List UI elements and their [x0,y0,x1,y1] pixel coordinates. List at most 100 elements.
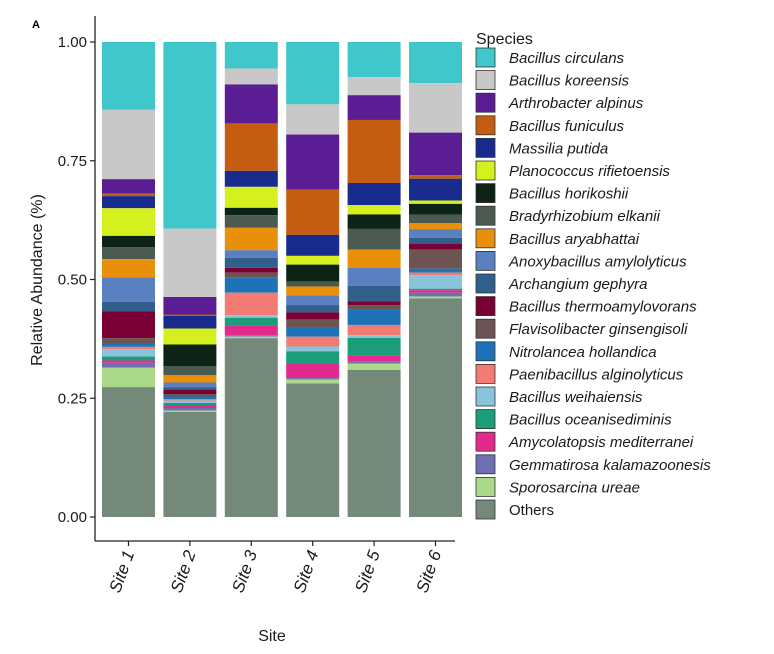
bar-segment [163,42,217,229]
bar-segment [286,319,340,327]
bar-segment [224,186,278,208]
legend-swatch [475,499,496,520]
bar-segment [102,311,155,339]
bar-segment [347,182,401,206]
legend-swatch [475,160,496,181]
bar-segment [163,403,217,406]
legend-label: Massilia putida [509,140,608,157]
bar-segment [163,382,217,388]
legend-swatch [475,409,496,430]
legend-label: Paenibacillus alginolyticus [509,366,684,383]
bar-segment [224,317,278,326]
bar-segment [347,285,401,302]
legend-swatch [475,431,496,452]
legend-swatch [475,47,496,68]
bar-segment [224,315,278,318]
bar-segment [347,335,401,338]
bar-segment [409,223,462,230]
bar-segment [347,77,401,96]
legend-label: Others [509,502,554,519]
bar-segment [286,379,340,384]
bar-segment [224,215,278,228]
bar-segment [347,363,401,370]
legend-label: Bacillus oceanisediminis [509,412,672,429]
bar-segment [163,387,217,390]
bar-segment [347,355,401,362]
bar-segment [347,301,401,306]
bar-segment [409,132,462,176]
bar-segment [409,272,462,276]
x-axis-title: Site [258,628,286,645]
bar-segment [409,292,462,297]
y-axis: 0.00 0.25 0.50 0.75 1.00 [58,16,96,541]
bar-segment [163,410,217,412]
bar-segment [224,338,278,517]
bar-segment [102,277,155,302]
y-axis-title: Relative Abundance (%) [29,194,46,366]
bar-segment [102,349,155,357]
bar-segment [286,378,340,380]
bar-segment [224,277,278,293]
bar-segment [224,42,278,69]
legend-swatch [475,454,496,475]
bar-segment [409,175,462,179]
bar-segment [224,272,278,278]
bar-segment [102,109,155,180]
bar-segment [102,235,155,248]
bar-segment [347,228,401,250]
y-tick-label: 0.50 [58,272,87,289]
bar-segment [347,95,401,120]
bar-segment [102,42,155,110]
bar-segment [102,342,155,347]
bar-segment [286,281,340,287]
bar-segment [224,227,278,251]
bar-segment [102,362,155,368]
bar-segment [224,68,278,85]
legend-swatch [475,363,496,384]
legend-swatch [475,205,496,226]
bar-segment [286,351,340,364]
bar-segment [163,412,217,517]
bar-segment [163,228,217,297]
bar-segment [286,383,340,517]
legend-label: Bacillus horikoshii [509,186,629,203]
bar-segment [102,387,155,517]
bar-segment [409,203,462,215]
legend-label: Arthrobacter alpinus [508,95,644,112]
legend-swatch [475,228,496,249]
bar-segment [163,328,217,345]
bar-segment [163,405,217,408]
bar-segment [102,301,155,312]
bar-segment [163,314,217,316]
bar-segment [163,396,217,399]
bar-segment [286,104,340,135]
bar-segment [409,275,462,289]
bar-segment [224,336,278,339]
legend-label: Nitrolancea hollandica [509,344,657,361]
bar-segment [163,366,217,375]
bar-segment [163,375,217,383]
y-tick-label: 0.25 [58,390,87,407]
plot-area [102,42,462,517]
legend-swatch [475,115,496,136]
bar-segment [409,229,462,238]
bar-segment [163,390,217,394]
bar-segment [286,363,340,379]
legend-swatch [475,386,496,407]
legend-label: Amycolatopsis mediterranei [508,434,694,451]
bar-segment [409,83,462,133]
legend-label: Bacillus funiculus [509,118,625,135]
bar-segment [102,259,155,278]
bar-segment [409,268,462,273]
bar-segment [102,346,155,350]
bar-segment [286,189,340,235]
bar-segment [102,367,155,388]
legend-swatch [475,137,496,158]
bar-segment [102,193,155,197]
legend-label: Archangium gephyra [508,276,647,293]
bar-segment [163,344,217,366]
legend-label: Planococcus rifietoensis [509,163,670,180]
bar-segment [102,179,155,194]
bar-segment [163,316,217,329]
